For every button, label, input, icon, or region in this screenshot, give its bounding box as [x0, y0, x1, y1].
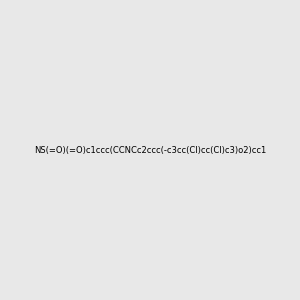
Text: NS(=O)(=O)c1ccc(CCNCc2ccc(-c3cc(Cl)cc(Cl)c3)o2)cc1: NS(=O)(=O)c1ccc(CCNCc2ccc(-c3cc(Cl)cc(Cl… [34, 146, 266, 154]
